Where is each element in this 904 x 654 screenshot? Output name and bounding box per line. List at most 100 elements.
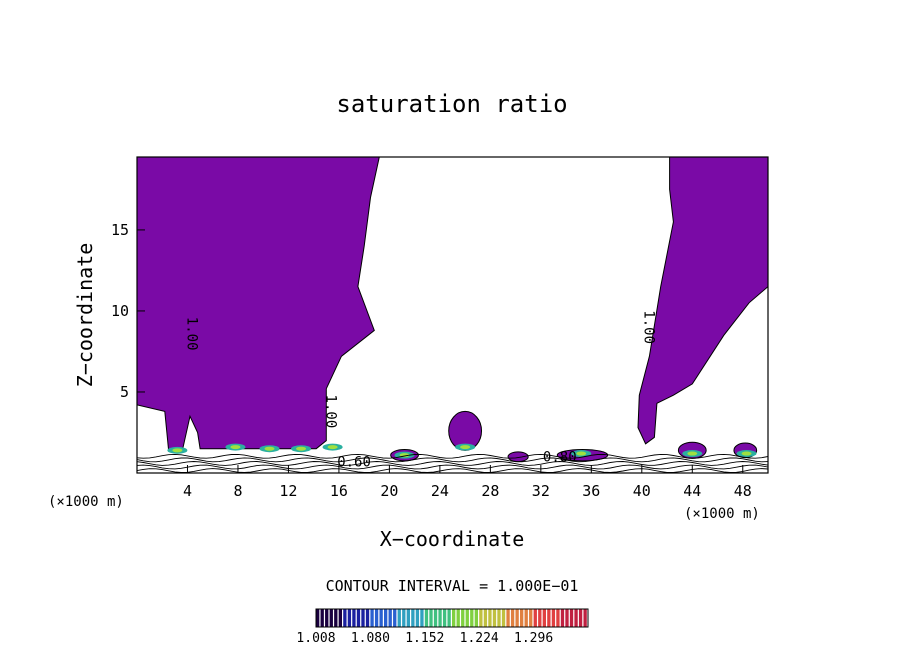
colorbar-stripe-6: [343, 609, 347, 627]
x-tick-label-6: 28: [481, 482, 499, 500]
colorbar-stripe-2: [325, 609, 329, 627]
y-tick-label-0: 5: [120, 383, 129, 401]
colorbar-stripe-13: [374, 609, 379, 627]
supersaturation-core-2: [264, 446, 275, 451]
colorbar-stripe-32: [461, 609, 465, 627]
colorbar-stripe-46: [524, 609, 528, 627]
colorbar-stripe-51: [547, 609, 551, 627]
x-tick-label-1: 8: [233, 482, 242, 500]
x-axis-label: X−coordinate: [380, 527, 525, 551]
colorbar-stripe-30: [452, 609, 456, 627]
supersaturation-core-6: [687, 451, 698, 456]
filled-region-supersaturated: [137, 157, 380, 451]
y-tick-label-2: 15: [111, 221, 129, 239]
x-tick-label-9: 40: [633, 482, 651, 500]
colorbar-tick-label-3: 1.224: [460, 631, 499, 646]
colorbar-stripe-57: [574, 609, 578, 627]
colorbar-stripe-9: [356, 609, 361, 627]
colorbar-stripe-11: [365, 609, 370, 627]
x-unit-left: (×1000 m): [48, 494, 124, 510]
colorbar-stripe-20: [406, 609, 410, 627]
colorbar-stripe-39: [492, 609, 497, 627]
x-tick-label-0: 4: [183, 482, 192, 500]
colorbar-stripe-52: [551, 609, 556, 627]
y-tick-label-1: 10: [111, 302, 129, 320]
contour-label-4: 0.80: [543, 450, 577, 466]
colorbar-stripe-44: [515, 609, 519, 627]
colorbar-stripe-37: [483, 609, 488, 627]
supersaturation-core-3: [296, 446, 307, 451]
colorbar-stripe-18: [397, 609, 401, 627]
colorbar-stripe-55: [565, 609, 569, 627]
x-unit-right: (×1000 m): [684, 506, 760, 522]
colorbar-stripe-23: [420, 609, 424, 627]
supersaturation-core-8: [576, 451, 587, 456]
colorbar-stripe-4: [334, 609, 338, 627]
surface-contour-line-1: [137, 464, 768, 470]
x-tick-label-11: 48: [734, 482, 752, 500]
x-tick-label-3: 16: [330, 482, 348, 500]
colorbar-stripe-0: [316, 609, 320, 627]
colorbar-stripe-56: [569, 609, 574, 627]
colorbar-stripe-12: [370, 609, 374, 627]
colorbar-stripe-50: [542, 609, 546, 627]
colorbar-stripe-7: [347, 609, 352, 627]
colorbar-stripe-34: [470, 609, 474, 627]
colorbar-tick-label-0: 1.008: [296, 631, 335, 646]
colorbar-tick-label-4: 1.296: [514, 631, 553, 646]
colorbar-stripe-36: [479, 609, 483, 627]
colorbar-stripe-47: [529, 609, 533, 627]
colorbar-stripe-16: [388, 609, 392, 627]
colorbar-stripe-25: [429, 609, 433, 627]
colorbar-stripe-3: [329, 609, 333, 627]
colorbar-stripe-8: [352, 609, 356, 627]
colorbar-stripe-40: [497, 609, 501, 627]
colorbar-stripe-53: [556, 609, 560, 627]
plot-area: 1.001.001.000.60 0.80 4 8 12 16 20 24 28 32 36 40 4…: [111, 156, 769, 500]
colorbar-tick-label-2: 1.152: [405, 631, 444, 646]
colorbar-stripe-24: [424, 609, 429, 627]
x-tick-label-4: 20: [380, 482, 398, 500]
colorbar-stripe-28: [442, 609, 447, 627]
colorbar-stripe-54: [560, 609, 565, 627]
x-tick-label-2: 12: [279, 482, 297, 500]
colorbar-stripe-15: [384, 609, 388, 627]
y-axis-label: Z−coordinate: [73, 243, 97, 388]
colorbar-stripe-31: [456, 609, 460, 627]
supersaturation-core-1: [230, 445, 241, 450]
supersaturation-core-5: [460, 445, 471, 450]
contour-label-3: 0.60: [337, 455, 371, 471]
colorbar: 1.008 1.080 1.152 1.224 1.296: [296, 608, 589, 646]
colorbar-stripe-27: [438, 609, 442, 627]
colorbar-stripe-5: [338, 609, 342, 627]
colorbar-stripe-33: [465, 609, 469, 627]
contour-label-1: 1.00: [322, 395, 338, 429]
contour-label-0: 1.00: [183, 317, 199, 351]
filled-region-supersaturated-east: [637, 157, 768, 445]
colorbar-stripe-1: [320, 609, 324, 627]
supersaturation-core-4: [327, 445, 338, 450]
cloud-cell-2: [507, 451, 529, 463]
colorbar-stripe-45: [520, 609, 524, 627]
colorbar-stripe-10: [361, 609, 365, 627]
colorbar-stripe-48: [533, 609, 537, 627]
colorbar-stripe-58: [578, 609, 583, 627]
colorbar-stripe-26: [433, 609, 438, 627]
colorbar-stripe-49: [538, 609, 542, 627]
colorbar-stripe-29: [447, 609, 451, 627]
colorbar-stripe-42: [506, 609, 510, 627]
colorbar-stripe-38: [488, 609, 492, 627]
colorbar-frame: [315, 608, 589, 628]
plot-frame: [136, 156, 769, 474]
supersaturation-core-7: [741, 451, 752, 456]
colorbar-stripe-35: [474, 609, 478, 627]
chart-title: saturation ratio: [336, 90, 567, 118]
colorbar-stripe-22: [415, 609, 420, 627]
x-tick-label-10: 44: [683, 482, 701, 500]
contour-interval-text: CONTOUR INTERVAL = 1.000E−01: [326, 577, 579, 595]
colorbar-stripe-43: [510, 609, 515, 627]
colorbar-stripe-21: [411, 609, 415, 627]
x-tick-label-8: 36: [582, 482, 600, 500]
colorbar-stripe-19: [402, 609, 406, 627]
